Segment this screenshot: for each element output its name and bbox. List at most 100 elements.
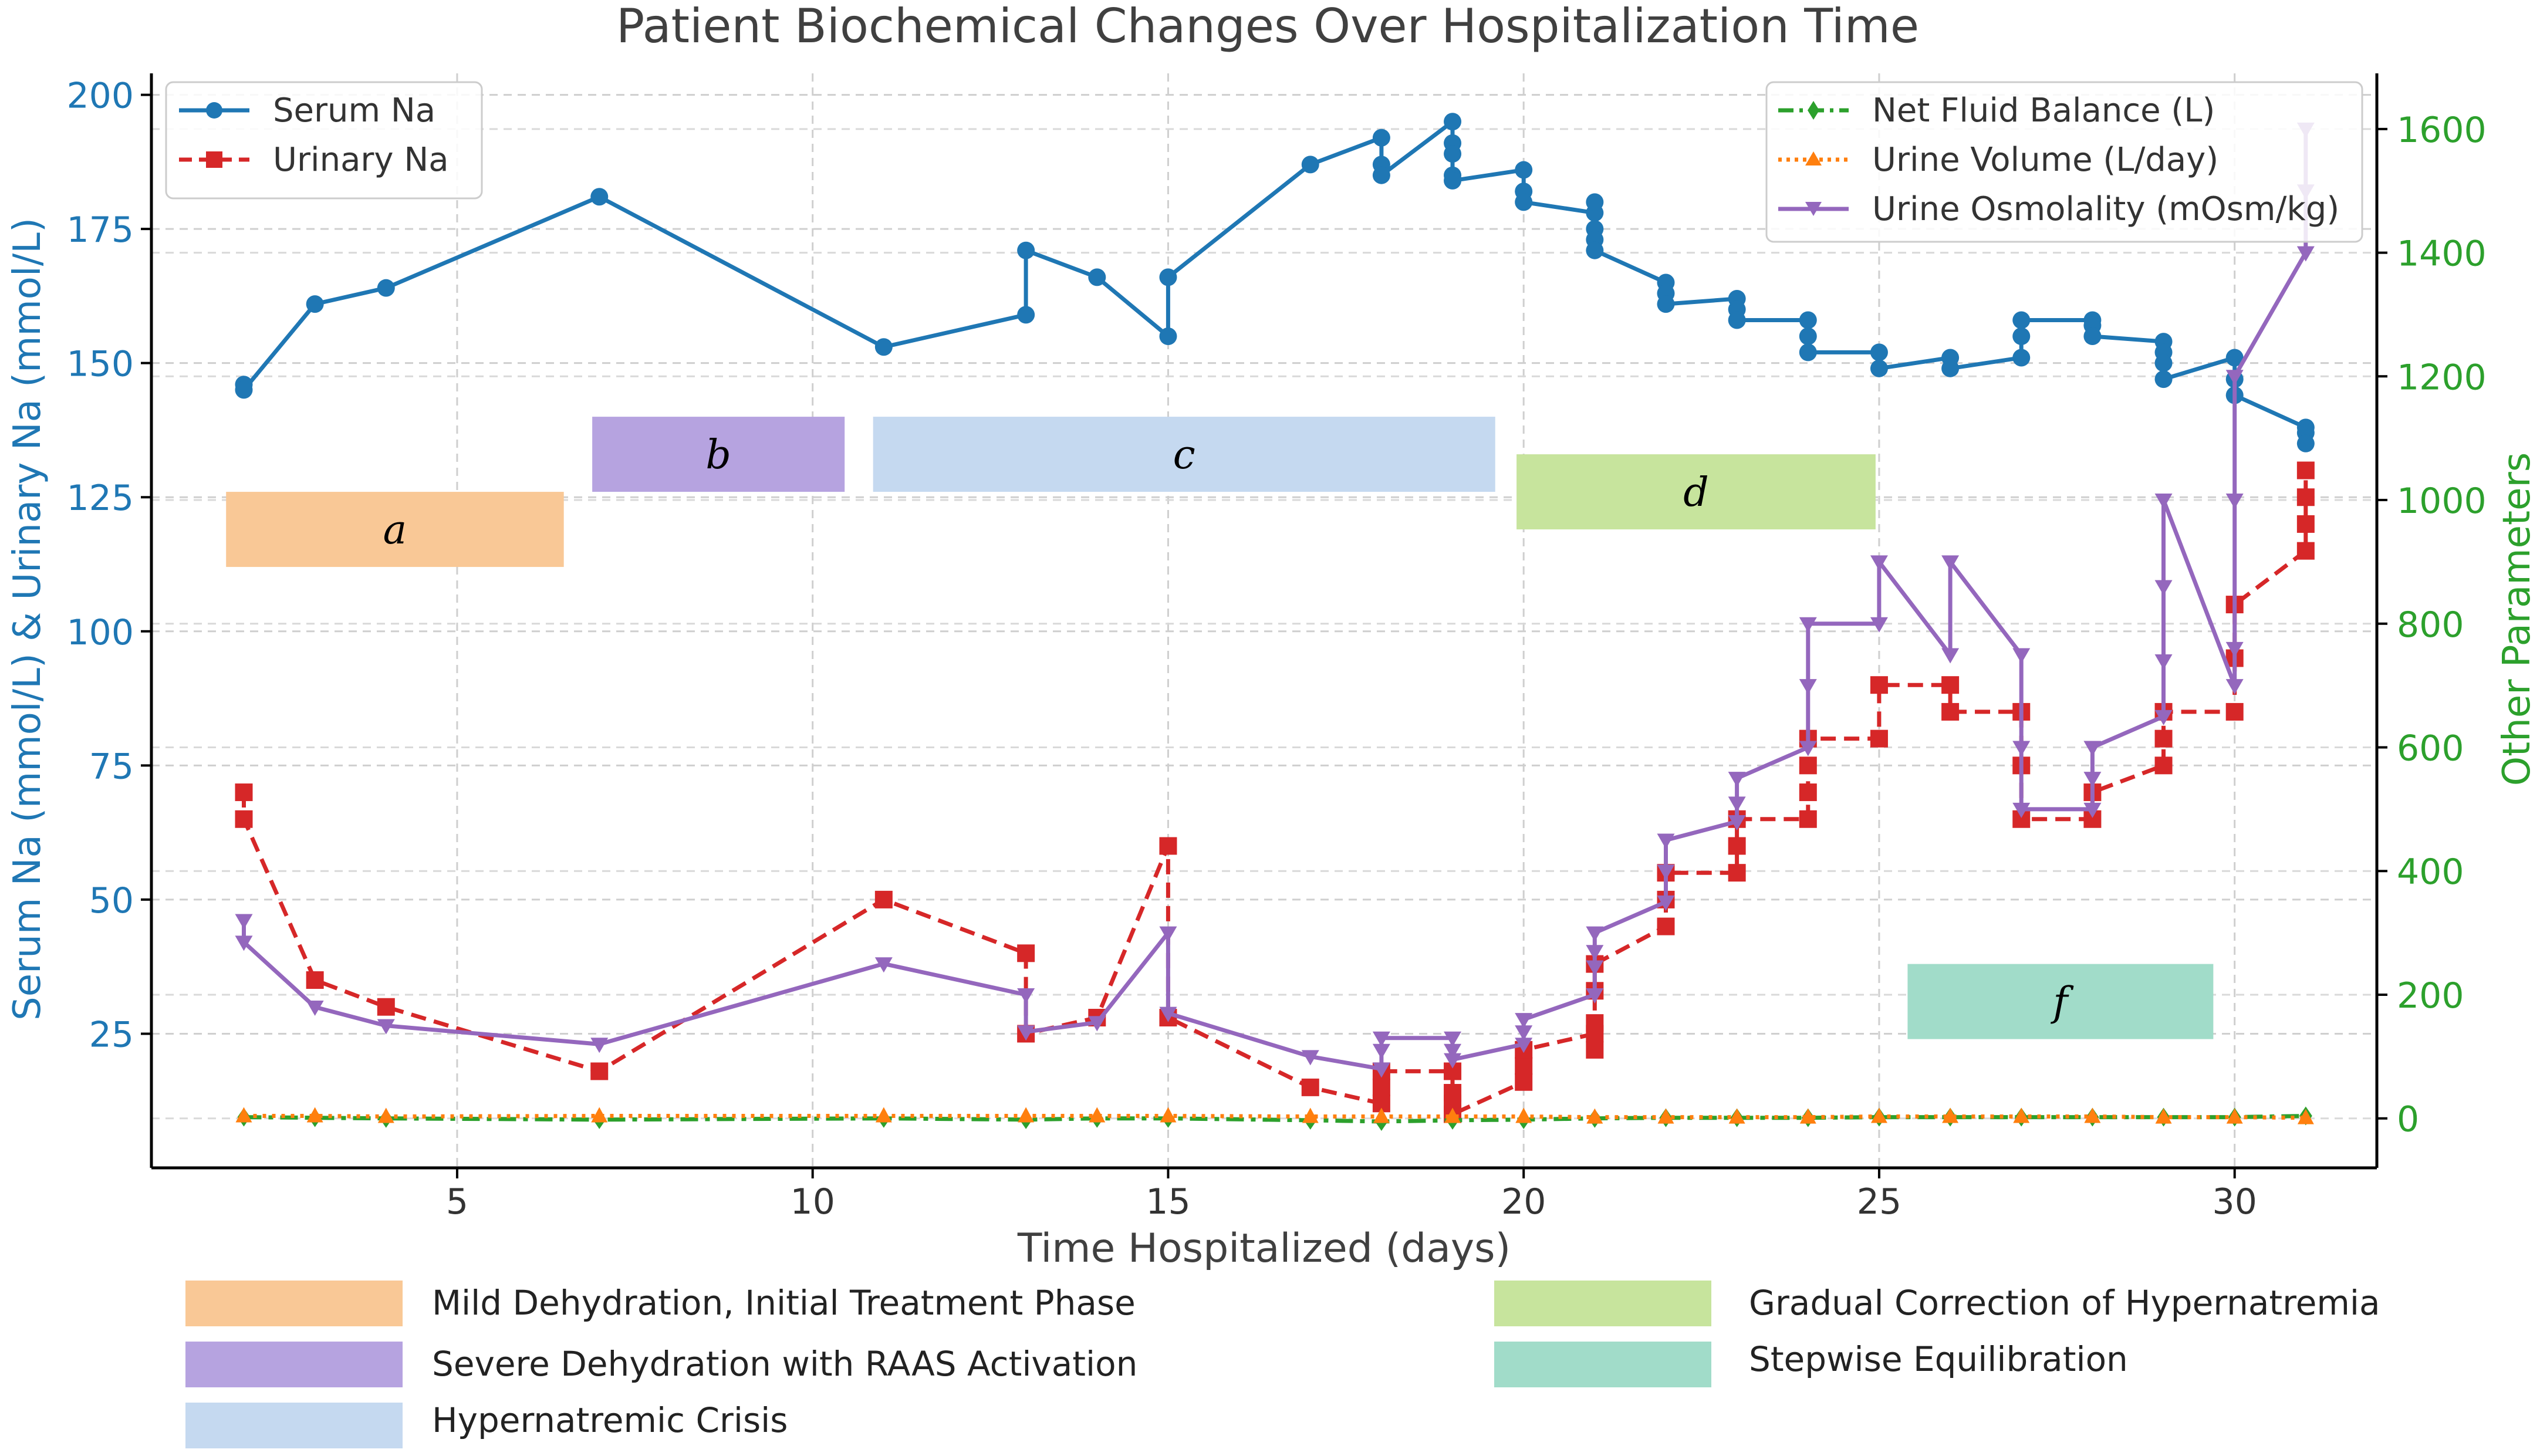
phase-key: Mild Dehydration, Initial Treatment Phas… [185,1281,2380,1448]
data-point-serum-na-36 [1799,343,1817,362]
data-point-urine-osmolality-mosm-kg-22 [1586,960,1604,976]
data-point-urinary-na-2 [306,971,324,989]
legend-label-urine-volume: Urine Volume (L/day) [1872,141,2218,179]
phase-box-f [1907,964,2214,1039]
data-point-urine-osmolality-mosm-kg-39 [2012,741,2031,756]
data-point-urine-osmolality-mosm-kg-7 [1017,1025,1035,1041]
phase-key-label-c: Hypernatremic Crisis [432,1400,788,1440]
data-point-serum-na-2 [306,295,324,313]
legend-entry-net-fluid-balance: Net Fluid Balance (L) [1778,92,2215,130]
y-right-tick-label-200: 200 [2397,975,2464,1016]
data-point-serum-na-14 [1372,166,1390,184]
legend-label-net-fluid-balance: Net Fluid Balance (L) [1872,92,2215,130]
data-point-serum-na-11 [1301,156,1319,174]
data-point-urine-osmolality-mosm-kg-47 [2154,494,2173,509]
data-point-serum-na-12 [1372,129,1390,147]
data-point-urine-volume-l-day-11 [1515,1107,1532,1123]
data-point-serum-na-4 [590,188,609,206]
data-point-urinary-na-4 [590,1062,609,1080]
y-left-tick-label-150: 150 [66,344,134,385]
data-point-urine-osmolality-mosm-kg-32 [1799,679,1817,695]
data-point-urinary-na-1 [235,810,253,828]
phase-key-swatch-a [185,1281,403,1326]
data-point-serum-na-43 [2012,311,2031,329]
legend-entry-urine-volume: Urine Volume (L/day) [1778,141,2218,179]
phase-label-b: b [705,432,731,478]
data-point-serum-na-40 [1941,359,1960,377]
legend-entry-serum-na: Serum Na [179,92,435,130]
data-point-urine-osmolality-mosm-kg-45 [2154,654,2173,670]
phase-key-swatch-c [185,1403,403,1448]
legend-marker-urine-osmolality [1805,202,1822,216]
x-tick-label-5: 5 [446,1181,468,1222]
data-point-serum-na-50 [2154,370,2173,389]
y-right-tick-label-400: 400 [2397,852,2464,893]
data-point-urine-osmolality-mosm-kg-44 [2154,710,2173,725]
data-point-urinary-na-0 [235,783,253,802]
x-tick-label-20: 20 [1501,1181,1546,1222]
y-axis-right-label: Other Parameters [2495,452,2539,786]
data-point-urine-volume-l-day-8 [1302,1107,1319,1123]
data-point-serum-na-9 [1159,327,1177,345]
legend-entry-urinary-na: Urinary Na [179,141,449,179]
series-layer [235,113,2315,1131]
phase-key-label-f: Stepwise Equilibration [1749,1339,2128,1379]
data-point-urine-osmolality-mosm-kg-15 [1444,1031,1462,1047]
data-point-urine-volume-l-day-12 [1586,1108,1603,1124]
data-point-urine-osmolality-mosm-kg-0 [235,914,253,930]
legend-right: Net Fluid Balance (L) Urine Volume (L/da… [1765,81,2363,243]
data-point-urine-osmolality-mosm-kg-52 [2296,246,2315,262]
data-point-urinary-na-49 [2225,702,2244,721]
phase-box-d [1516,454,1876,530]
data-point-urinary-na-5 [874,890,893,908]
data-point-urinary-na-39 [1941,676,1960,694]
data-point-serum-na-34 [1799,311,1817,329]
y-right-tick-label-1000: 1000 [2397,481,2487,522]
data-point-urinary-na-27 [1657,917,1675,935]
data-point-urine-osmolality-mosm-kg-49 [2225,641,2244,657]
data-point-urine-osmolality-mosm-kg-8 [1088,1016,1106,1032]
data-point-urine-volume-l-day-17 [1942,1107,1959,1123]
data-point-urine-volume-l-day-22 [2297,1109,2314,1124]
data-point-serum-na-42 [2012,327,2031,345]
phase-key-swatch-d [1494,1281,1711,1326]
data-point-urinary-na-53 [2296,515,2315,533]
data-point-urine-osmolality-mosm-kg-37 [1941,555,1960,571]
data-point-urine-volume-l-day-4 [875,1107,892,1123]
data-point-urine-volume-l-day-6 [1089,1107,1106,1123]
data-point-urine-osmolality-mosm-kg-21 [1586,988,1604,1004]
data-point-urine-volume-l-day-2 [377,1107,394,1123]
phase-box-b [592,417,845,492]
data-point-urine-osmolality-mosm-kg-1 [235,935,253,951]
y-left-tick-label-125: 125 [66,478,134,519]
y-left-tick-label-75: 75 [89,746,134,787]
data-point-urinary-na-11 [1301,1078,1319,1096]
data-point-urinary-na-3 [377,998,395,1016]
data-point-urine-osmolality-mosm-kg-38 [2012,648,2031,664]
data-point-urinary-na-35 [1799,756,1817,775]
phase-layer: ab cdf [226,417,2214,1039]
phase-key-item-a: Mild Dehydration, Initial Treatment Phas… [185,1281,1136,1326]
data-point-serum-na-8 [1088,268,1106,286]
data-point-urine-osmolality-mosm-kg-19 [1515,1025,1533,1041]
legend-label-serum-na: Serum Na [273,92,435,130]
data-point-serum-na-27 [1586,241,1604,259]
data-point-serum-na-51 [2225,349,2244,367]
data-point-urine-osmolality-mosm-kg-12 [1372,1062,1390,1078]
data-point-serum-na-41 [2012,349,2031,367]
data-point-urine-osmolality-mosm-kg-23 [1586,945,1604,961]
phase-label-d: d [1683,469,1709,516]
data-point-urine-volume-l-day-10 [1444,1107,1461,1123]
data-point-urine-osmolality-mosm-kg-43 [2083,741,2102,756]
data-point-urine-osmolality-mosm-kg-46 [2154,580,2173,596]
data-point-urine-osmolality-mosm-kg-42 [2083,772,2102,788]
y-left-tick-label-200: 200 [66,76,134,117]
phase-key-label-a: Mild Dehydration, Initial Treatment Phas… [432,1283,1136,1323]
data-point-urine-volume-l-day-7 [1160,1107,1177,1123]
data-point-urine-osmolality-mosm-kg-36 [1941,648,1960,664]
data-point-urine-volume-l-day-15 [1799,1108,1816,1124]
data-point-serum-na-46 [2083,327,2102,345]
phase-key-item-d: Gradual Correction of Hypernatremia [1494,1281,2380,1326]
data-point-urine-volume-l-day-0 [235,1107,252,1123]
